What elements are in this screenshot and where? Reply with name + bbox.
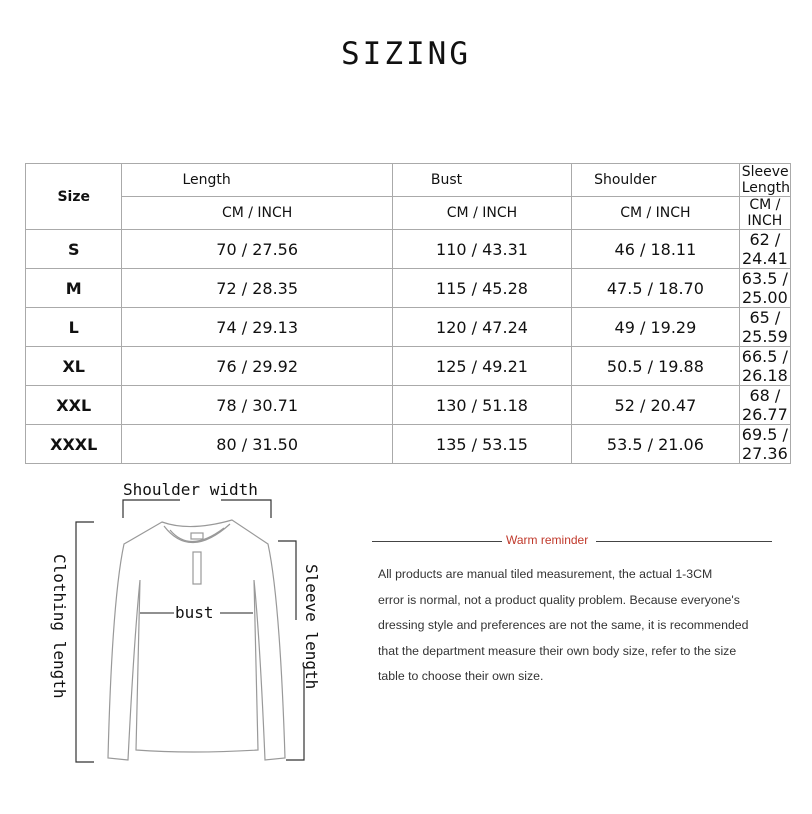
measurement-cell: 80 / 31.50 [121, 424, 393, 464]
sleeve-length-label: Sleeve length [302, 564, 321, 690]
measurement-cell: 120 / 47.24 [391, 307, 573, 347]
measurement-cell: 115 / 45.28 [391, 268, 573, 308]
unit-label: CM / INCH [391, 196, 573, 230]
measurement-cell: 46 / 18.11 [571, 229, 740, 269]
reminder-line: All products are manual tiled measuremen… [378, 567, 713, 581]
measurement-cell: 65 / 25.59 [738, 307, 792, 347]
measurement-cell: 130 / 51.18 [391, 385, 573, 425]
size-cell: L [24, 307, 123, 347]
divider [372, 541, 502, 542]
unit-label: CM / INCH [738, 196, 792, 230]
size-table: Size Length Bust Shoulder Sleeve Length … [24, 163, 792, 464]
reminder-line: table to choose their own size. [378, 669, 544, 683]
reminder-title: Warm reminder [506, 533, 589, 547]
measurement-cell: 135 / 53.15 [391, 424, 573, 464]
size-cell: XXXL [24, 424, 123, 464]
measurement-cell: 68 / 26.77 [738, 385, 792, 425]
reminder-text: All products are manual tiled measuremen… [378, 562, 798, 690]
measurement-cell: 110 / 43.31 [391, 229, 573, 269]
reminder-line: error is normal, not a product quality p… [378, 592, 740, 607]
table-row: XXL 78 / 30.71 130 / 51.18 52 / 20.47 68 / 2… [24, 385, 792, 425]
measurement-cell: 49 / 19.29 [571, 307, 740, 347]
column-header: Length [121, 163, 393, 197]
reminder-header: Warm reminder [372, 533, 772, 549]
shoulder-width-label: Shoulder width [123, 480, 258, 499]
size-header: Size [24, 163, 123, 230]
clothing-length-label: Clothing length [50, 554, 69, 699]
table-row: M 72 / 28.35 115 / 45.28 47.5 / 18.70 63.5 /… [24, 268, 792, 308]
size-cell: S [24, 229, 123, 269]
table-row: S 70 / 27.56 110 / 43.31 46 / 18.11 62 / 24.… [24, 229, 792, 269]
table-row: XL 76 / 29.92 125 / 49.21 50.5 / 19.88 66.5 … [24, 346, 792, 386]
unit-label: CM / INCH [121, 196, 393, 230]
table-row: L 74 / 29.13 120 / 47.24 49 / 19.29 65 / 25.… [24, 307, 792, 347]
measurement-cell: 70 / 27.56 [121, 229, 393, 269]
measurement-cell: 63.5 / 25.00 [738, 268, 792, 308]
divider [596, 541, 772, 542]
measurement-cell: 72 / 28.35 [121, 268, 393, 308]
measurement-cell: 62 / 24.41 [738, 229, 792, 269]
measurement-cell: 69.5 / 27.36 [738, 424, 792, 464]
column-header: Sleeve Length [738, 163, 792, 197]
measurement-cell: 52 / 20.47 [571, 385, 740, 425]
column-header: Shoulder [571, 163, 740, 197]
measurement-cell: 66.5 / 26.18 [738, 346, 792, 386]
unit-label: CM / INCH [571, 196, 740, 230]
page-title: SIZING [341, 36, 471, 72]
measurement-cell: 74 / 29.13 [121, 307, 393, 347]
measurement-cell: 50.5 / 19.88 [571, 346, 740, 386]
measurement-cell: 47.5 / 18.70 [571, 268, 740, 308]
shirt-outline-icon [75, 499, 305, 763]
size-cell: XL [24, 346, 123, 386]
size-cell: XXL [24, 385, 123, 425]
reminder-line: dressing style and preferences are not t… [378, 618, 749, 632]
column-header: Bust [391, 163, 573, 197]
reminder-line: that the department measure their own bo… [378, 643, 737, 658]
table-row: XXXL 80 / 31.50 135 / 53.15 53.5 / 21.06 69.… [24, 424, 792, 464]
measurement-cell: 76 / 29.92 [121, 346, 393, 386]
shirt-diagram: Shoulder width bust Clothing length Slee… [40, 470, 340, 770]
measurement-cell: 78 / 30.71 [121, 385, 393, 425]
measurement-cell: 53.5 / 21.06 [571, 424, 740, 464]
bust-label: bust [175, 603, 214, 622]
size-cell: M [24, 268, 123, 308]
measurement-cell: 125 / 49.21 [391, 346, 573, 386]
